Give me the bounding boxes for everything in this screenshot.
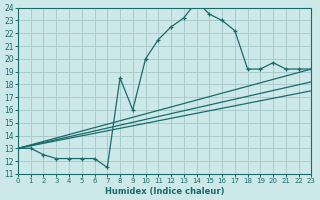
X-axis label: Humidex (Indice chaleur): Humidex (Indice chaleur) bbox=[105, 187, 224, 196]
